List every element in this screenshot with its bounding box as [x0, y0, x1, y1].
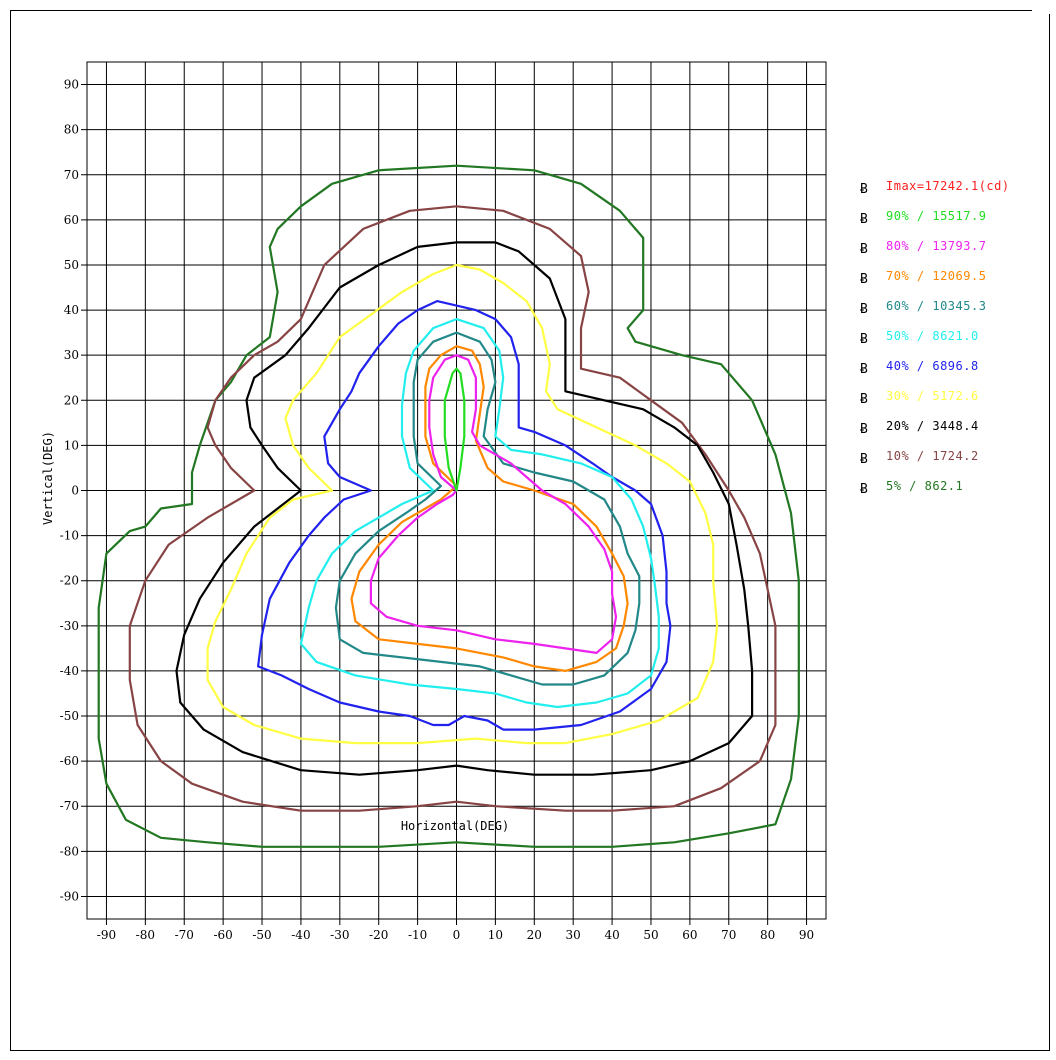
y-tick-label: 70 — [64, 168, 79, 182]
x-tick-label: -20 — [369, 928, 388, 942]
legend-marker-icon: Ƀ — [860, 452, 868, 467]
legend-label: Imax=17242.1(cd) — [886, 179, 1010, 193]
y-tick-label: 0 — [71, 484, 79, 498]
y-tick-label: 80 — [64, 123, 79, 137]
legend-label: 40% / 6896.8 — [886, 359, 979, 373]
legend-label: 20% / 3448.4 — [886, 419, 979, 433]
x-tick-label: 20 — [527, 928, 542, 942]
y-tick-label: 40 — [64, 303, 79, 317]
legend-marker-icon: Ƀ — [860, 272, 868, 287]
y-tick-label: 60 — [64, 213, 79, 227]
legend-marker-icon: Ƀ — [860, 362, 868, 377]
legend-label: 90% / 15517.9 — [886, 209, 987, 223]
x-tick-label: -10 — [408, 928, 427, 942]
x-tick-label: 10 — [488, 928, 503, 942]
y-tick-label: -60 — [60, 754, 79, 768]
legend-label: 50% / 8621.0 — [886, 329, 979, 343]
contour-10-percent — [128, 205, 777, 812]
legend-marker-icon: Ƀ — [860, 242, 868, 257]
y-tick-label: -40 — [60, 664, 79, 678]
x-axis-label: Horizontal(DEG) — [401, 819, 509, 833]
chart-frame — [10, 10, 1050, 1051]
contour-70-percent — [350, 345, 629, 673]
x-tick-label: 60 — [682, 928, 697, 942]
legend-marker-icon: Ƀ — [860, 392, 868, 407]
x-tick-label: -50 — [252, 928, 271, 942]
y-tick-label: 90 — [64, 78, 79, 92]
x-tick-label: 40 — [604, 928, 619, 942]
contour-90-percent — [443, 367, 466, 492]
contour-30-percent — [206, 263, 719, 745]
y-tick-label: 30 — [64, 348, 79, 362]
contour-20-percent — [175, 241, 754, 776]
x-tick-label: -90 — [97, 928, 116, 942]
y-tick-label: -90 — [60, 889, 79, 903]
x-tick-label: 80 — [760, 928, 775, 942]
contour-5-percent — [97, 164, 800, 848]
legend-marker-icon: Ƀ — [860, 182, 868, 197]
legend-label: 80% / 13793.7 — [886, 239, 987, 253]
legend-label: 10% / 1724.2 — [886, 449, 979, 463]
contour-60-percent — [334, 331, 641, 686]
legend-marker-icon: Ƀ — [860, 332, 868, 347]
x-tick-label: 50 — [643, 928, 658, 942]
y-axis-label: Vertical(DEG) — [41, 431, 55, 525]
legend-label: 5% / 862.1 — [886, 479, 964, 493]
page-corner — [1032, 0, 1056, 14]
x-tick-label: 30 — [566, 928, 581, 942]
y-tick-label: 20 — [64, 393, 79, 407]
contour-40-percent — [257, 300, 672, 731]
y-tick-label: 10 — [64, 438, 79, 452]
tick-labels: -90 -80 -70 -60 -50 -40 -30 -20 -10 0 10 20 30 40 50 60… — [60, 78, 815, 942]
contour-50-percent — [299, 318, 660, 709]
x-tick-label: -60 — [213, 928, 232, 942]
x-tick-label: 90 — [799, 928, 814, 942]
x-tick-label: 70 — [721, 928, 736, 942]
x-tick-label: -70 — [175, 928, 194, 942]
x-tick-label: -80 — [136, 928, 155, 942]
y-tick-label: -50 — [60, 709, 79, 723]
legend-label: 70% / 12069.5 — [886, 269, 987, 283]
legend-label: 30% / 5172.6 — [886, 389, 979, 403]
y-tick-label: -10 — [60, 529, 79, 543]
legend-marker-icon: Ƀ — [860, 482, 868, 497]
contour-80-percent — [369, 354, 618, 655]
y-tick-label: 50 — [64, 258, 79, 272]
y-tick-label: -20 — [60, 574, 79, 588]
legend-marker-icon: Ƀ — [860, 422, 868, 437]
y-tick-label: -70 — [60, 799, 79, 813]
contour-lines — [97, 164, 800, 848]
y-tick-label: -80 — [60, 844, 79, 858]
legend-label: 60% / 10345.3 — [886, 299, 987, 313]
x-tick-label: -30 — [330, 928, 349, 942]
x-tick-label: -40 — [291, 928, 310, 942]
y-tick-label: -30 — [60, 619, 79, 633]
legend-marker-icon: Ƀ — [860, 302, 868, 317]
x-tick-label: 0 — [453, 928, 461, 942]
legend-marker-icon: Ƀ — [860, 212, 868, 227]
